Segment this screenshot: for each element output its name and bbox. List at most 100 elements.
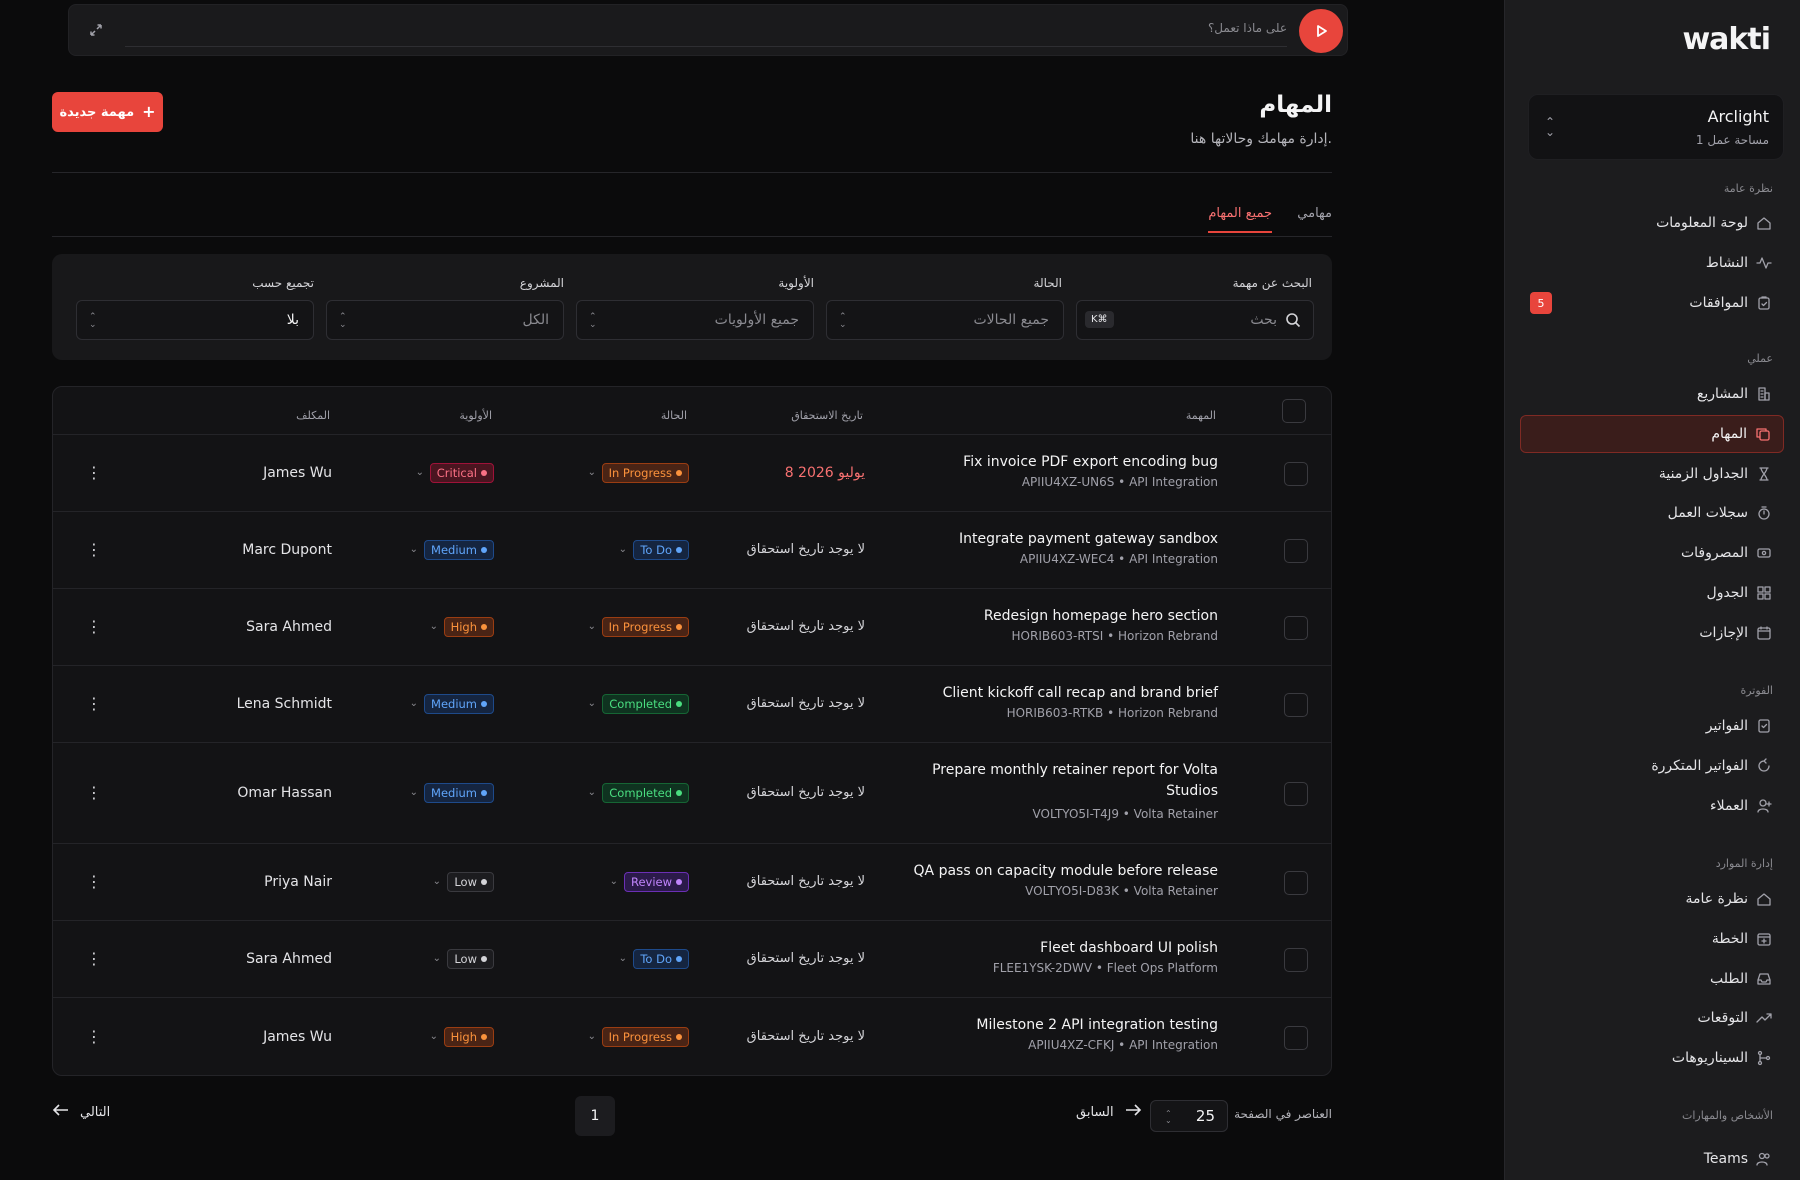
table-row[interactable]: Client kickoff call recap and brand brie… xyxy=(53,665,1331,742)
chevron-down-icon[interactable]: ⌄ xyxy=(587,620,596,632)
tab-my-tasks[interactable]: مهامي xyxy=(1297,206,1332,221)
priority-badge[interactable]: Critical xyxy=(429,462,494,483)
chevron-down-icon[interactable]: ⌄ xyxy=(429,1031,438,1042)
sidebar-item[interactable]: الإجازات xyxy=(1520,614,1784,652)
status-badge[interactable]: In Progress xyxy=(601,1027,689,1047)
more-vertical-icon[interactable]: ⋮ xyxy=(86,539,102,559)
priority-filter-select[interactable]: جميع الأولويات ⌃ ⌄ xyxy=(576,300,814,340)
expand-icon[interactable] xyxy=(87,21,105,39)
chevron-down-icon[interactable]: ⌄ xyxy=(587,786,596,798)
sidebar-item[interactable]: لوحة المعلومات xyxy=(1520,204,1784,242)
sidebar-item[interactable]: الموافقات 5 xyxy=(1520,284,1784,322)
more-vertical-icon[interactable]: ⋮ xyxy=(86,1027,102,1046)
status-badge[interactable]: Completed xyxy=(602,782,689,803)
page-size-select[interactable]: 25 ⌃ ⌄ xyxy=(1150,1100,1228,1132)
chevron-down-icon[interactable]: ⌄ xyxy=(409,697,418,709)
sidebar-item[interactable]: الفواتير المتكررة xyxy=(1520,747,1784,785)
chevron-down-icon[interactable]: ⌄ xyxy=(609,875,618,887)
page-number[interactable]: 1 xyxy=(575,1096,615,1136)
project-filter-select[interactable]: الكل ⌃ ⌄ xyxy=(326,300,564,340)
sidebar-item[interactable]: الجدول xyxy=(1520,574,1784,612)
priority-badge[interactable]: High xyxy=(443,616,494,637)
sidebar-item[interactable]: الجداول الزمنية xyxy=(1520,455,1784,493)
next-page-button[interactable]: التالي xyxy=(52,1103,110,1121)
sidebar-item[interactable]: العملاء xyxy=(1520,787,1784,825)
row-checkbox[interactable] xyxy=(1284,692,1308,717)
chevron-down-icon[interactable]: ⌄ xyxy=(415,466,424,478)
more-vertical-icon[interactable]: ⋮ xyxy=(86,693,102,713)
table-row[interactable]: Fleet dashboard UI polish FLEE1YSK-2DWV … xyxy=(53,920,1331,997)
status-badge[interactable]: Completed xyxy=(602,693,689,714)
priority-badge[interactable]: Low xyxy=(447,871,494,892)
status-badge[interactable]: To Do xyxy=(633,539,689,560)
table-row[interactable]: Prepare monthly retainer report for Volt… xyxy=(53,742,1331,843)
sidebar-item[interactable]: الفواتير xyxy=(1520,707,1784,745)
more-vertical-icon[interactable]: ⋮ xyxy=(86,462,102,482)
new-task-button[interactable]: + مهمة جديدة xyxy=(52,92,163,132)
table-row[interactable]: QA pass on capacity module before releas… xyxy=(53,843,1331,920)
command-input[interactable] xyxy=(125,46,1287,47)
tab-all-tasks[interactable]: جميع المهام xyxy=(1208,206,1272,233)
more-vertical-icon[interactable]: ⋮ xyxy=(86,871,102,891)
row-checkbox[interactable] xyxy=(1284,1026,1308,1050)
table-row[interactable]: Integrate payment gateway sandbox APIIU4… xyxy=(53,511,1331,588)
task-title[interactable]: Redesign homepage hero section xyxy=(984,606,1218,627)
sidebar-item[interactable]: السيناريوهات xyxy=(1520,1039,1784,1077)
priority-badge[interactable]: Medium xyxy=(424,693,494,714)
table-row[interactable]: Milestone 2 API integration testing APII… xyxy=(53,997,1331,1075)
table-row[interactable]: Fix invoice PDF export encoding bug APII… xyxy=(53,434,1331,511)
priority-badge[interactable]: Medium xyxy=(424,539,494,560)
task-title[interactable]: Integrate payment gateway sandbox xyxy=(959,529,1218,550)
sidebar-item[interactable]: نظرة عامة xyxy=(1520,880,1784,918)
priority-badge[interactable]: Medium xyxy=(424,782,494,803)
chevron-down-icon[interactable]: ⌄ xyxy=(618,952,627,964)
run-button[interactable] xyxy=(1299,9,1343,53)
task-title[interactable]: Milestone 2 API integration testing xyxy=(976,1015,1218,1036)
chevron-down-icon[interactable]: ⌄ xyxy=(618,543,627,555)
status-filter-select[interactable]: جميع الحالات ⌃ ⌄ xyxy=(826,300,1064,340)
table-row[interactable]: Redesign homepage hero section HORIB603-… xyxy=(53,588,1331,665)
row-checkbox[interactable] xyxy=(1284,615,1308,640)
row-checkbox[interactable] xyxy=(1284,781,1308,806)
row-checkbox[interactable] xyxy=(1284,538,1308,563)
sidebar-item[interactable]: سجلات العمل xyxy=(1520,494,1784,532)
chevron-down-icon[interactable]: ⌄ xyxy=(587,466,596,478)
row-checkbox[interactable] xyxy=(1284,870,1308,895)
chevron-down-icon[interactable]: ⌄ xyxy=(587,1031,596,1042)
sidebar-item[interactable]: المشاريع xyxy=(1520,375,1784,413)
status-badge[interactable]: Review xyxy=(623,871,689,892)
chevron-down-icon[interactable]: ⌄ xyxy=(429,620,438,632)
select-all-checkbox[interactable] xyxy=(1282,399,1306,423)
search-input[interactable]: بحث K⌘ xyxy=(1076,300,1314,340)
workspace-switcher[interactable]: Arclight 1 مساحة عمل ⌃ ⌄ xyxy=(1528,94,1784,160)
task-title[interactable]: Client kickoff call recap and brand brie… xyxy=(943,683,1218,704)
prev-page-button[interactable]: السابق xyxy=(1076,1103,1142,1121)
task-title[interactable]: Fix invoice PDF export encoding bug xyxy=(963,452,1218,473)
row-checkbox[interactable] xyxy=(1284,461,1308,486)
sidebar-item[interactable]: المهام xyxy=(1520,415,1784,453)
sidebar-item[interactable]: Teams xyxy=(1520,1140,1784,1178)
sidebar-item[interactable]: التوقعات xyxy=(1520,999,1784,1037)
status-badge[interactable]: To Do xyxy=(633,948,689,969)
sidebar-item[interactable]: المصروفات xyxy=(1520,534,1784,572)
more-vertical-icon[interactable]: ⋮ xyxy=(86,948,102,968)
status-badge[interactable]: In Progress xyxy=(601,616,689,637)
sidebar-item[interactable]: الخطة xyxy=(1520,920,1784,958)
priority-badge[interactable]: High xyxy=(443,1027,494,1047)
chevron-down-icon[interactable]: ⌄ xyxy=(409,543,418,555)
status-badge[interactable]: In Progress xyxy=(601,462,689,483)
group-by-select[interactable]: بلا ⌃ ⌄ xyxy=(76,300,314,340)
sidebar-item[interactable]: الطلب xyxy=(1520,960,1784,998)
chevron-down-icon[interactable]: ⌄ xyxy=(432,875,441,887)
task-title[interactable]: Prepare monthly retainer report for Volt… xyxy=(932,760,1218,802)
priority-badge[interactable]: Low xyxy=(447,948,494,969)
app-logo[interactable]: wakti xyxy=(1682,22,1771,57)
more-vertical-icon[interactable]: ⋮ xyxy=(86,782,102,802)
row-checkbox[interactable] xyxy=(1284,947,1308,972)
chevron-down-icon[interactable]: ⌄ xyxy=(587,697,596,709)
chevron-down-icon[interactable]: ⌄ xyxy=(432,952,441,964)
task-title[interactable]: Fleet dashboard UI polish xyxy=(1040,938,1218,959)
sidebar-item[interactable]: النشاط xyxy=(1520,244,1784,282)
chevron-down-icon[interactable]: ⌄ xyxy=(409,786,418,798)
more-vertical-icon[interactable]: ⋮ xyxy=(86,616,102,636)
